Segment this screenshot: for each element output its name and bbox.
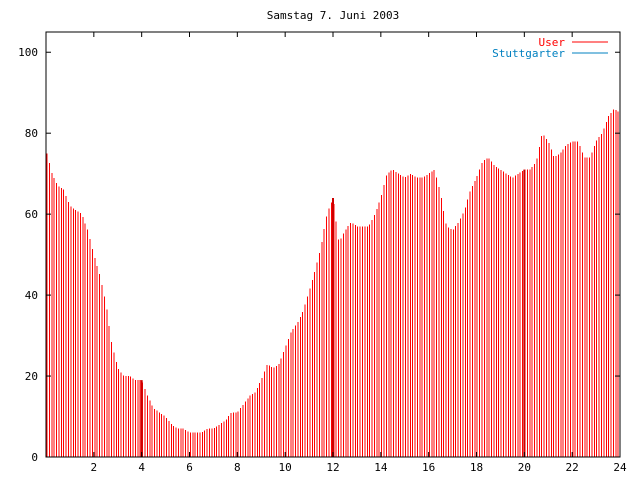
x-tick-label: 16 [422,461,435,474]
legend: User Stuttgarter [492,36,608,60]
y-tick-label: 20 [25,370,38,383]
y-tick-label: 0 [31,451,38,464]
x-tick-label: 22 [566,461,579,474]
y-tick-label: 100 [18,46,38,59]
y-tick-label: 80 [25,127,38,140]
x-tick-label: 8 [234,461,241,474]
x-tick-label: 12 [326,461,339,474]
x-tick-label: 2 [91,461,98,474]
bars-layer [46,109,619,457]
x-tick-label: 24 [613,461,627,474]
x-tick-label: 14 [374,461,388,474]
legend-label-stuttgarter: Stuttgarter [492,47,565,60]
x-tick-label: 20 [518,461,531,474]
y-tick-label: 60 [25,208,38,221]
chart-title: Samstag 7. Juni 2003 [267,9,399,22]
x-tick-label: 4 [138,461,145,474]
legend-label-user: User [539,36,566,49]
y-tick-label: 40 [25,289,38,302]
x-tick-label: 6 [186,461,193,474]
x-tick-label: 10 [279,461,292,474]
x-tick-label: 18 [470,461,483,474]
